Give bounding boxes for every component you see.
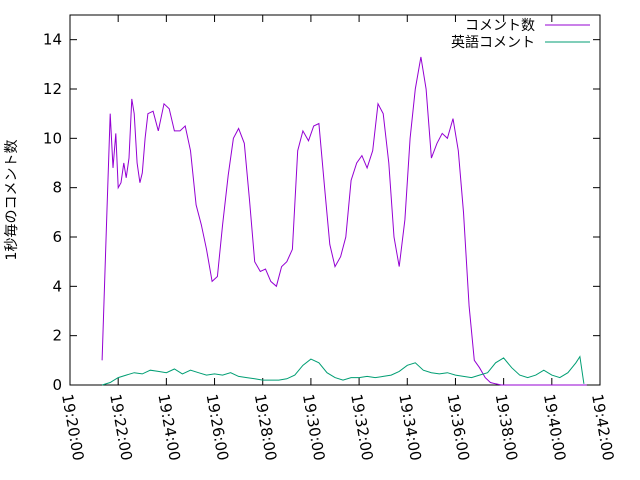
x-tick-label: 19:34:00 (395, 393, 424, 462)
x-tick-label: 19:32:00 (347, 393, 376, 462)
x-axis-ticks: 19:20:00 19:22:00 19:24:00 19:26:00 19:28:00… (58, 15, 617, 462)
x-tick-label: 19:42:00 (588, 393, 617, 462)
x-tick-label: 19:22:00 (106, 393, 135, 462)
x-tick-label: 19:38:00 (492, 393, 521, 462)
y-tick-label: 2 (52, 327, 62, 345)
legend-label: コメント数 (465, 18, 535, 34)
plot-frame (69, 14, 601, 386)
x-tick-label: 19:30:00 (299, 393, 328, 462)
x-tick-label: 19:28:00 (251, 393, 280, 462)
y-axis-ticks: 0 2 4 6 8 10 12 14 (43, 31, 600, 394)
y-tick-label: 0 (52, 376, 62, 394)
y-tick-label: 8 (52, 179, 62, 197)
x-tick-label: 19:26:00 (203, 393, 232, 462)
y-tick-label: 12 (43, 80, 62, 98)
series-line-1 (101, 355, 585, 386)
y-tick-label: 14 (43, 31, 62, 49)
x-tick-label: 19:36:00 (444, 393, 473, 462)
x-tick-label: 19:40:00 (540, 393, 569, 462)
x-tick-label: 19:20:00 (58, 393, 87, 462)
legend-label: 英語コメント (451, 34, 535, 51)
y-tick-label: 6 (52, 228, 62, 246)
series-lines (101, 56, 587, 386)
plot-border (69, 14, 601, 386)
y-tick-label: 4 (52, 277, 62, 295)
x-tick-label: 19:24:00 (154, 393, 183, 462)
y-axis-label: 1秒毎のコメント数 (4, 140, 20, 261)
y-tick-label: 10 (43, 129, 62, 147)
series-line-0 (101, 56, 587, 386)
